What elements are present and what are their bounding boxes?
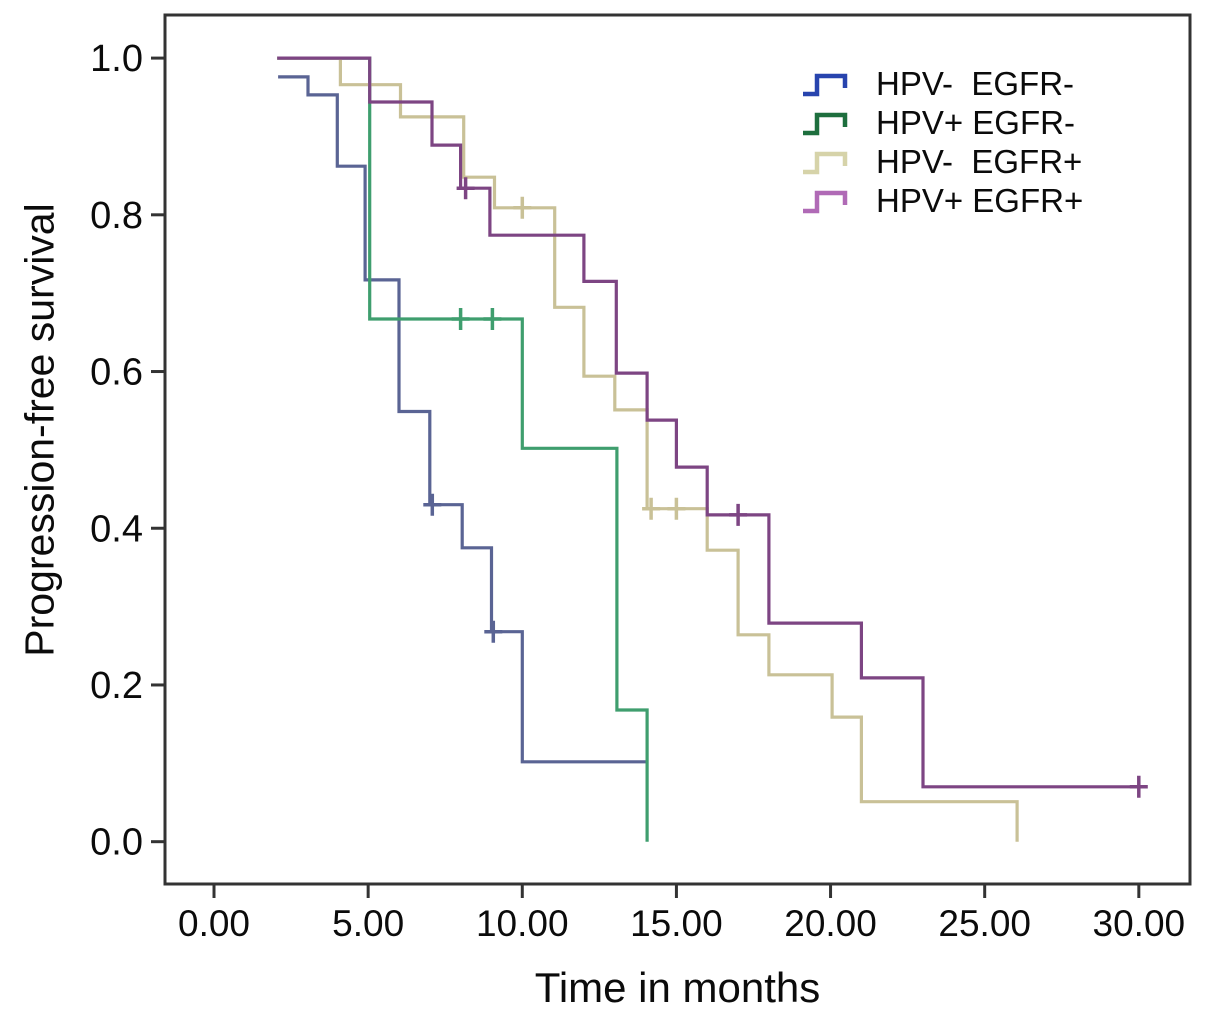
censor-mark-hpv-neg-egfr-neg — [423, 493, 442, 516]
censor-mark-hpv-neg-egfr-pos — [642, 497, 661, 520]
y-tick-label: 0.4 — [90, 508, 143, 550]
curve-hpv-pos-egfr-neg — [277, 56, 649, 842]
curve-hpv-pos-egfr-pos — [277, 56, 1145, 789]
y-tick-label: 0.2 — [90, 665, 143, 707]
legend-step-line-icon — [803, 151, 848, 174]
censor-mark-hpv-pos-egfr-pos — [1129, 775, 1148, 798]
censor-mark-hpv-neg-egfr-pos — [513, 196, 532, 219]
x-tick-label: 5.00 — [332, 903, 404, 944]
legend-step-line-icon — [803, 112, 848, 135]
legend-item-hpv-neg-egfr-pos: HPV- EGFR+ — [800, 142, 1083, 181]
y-tick-label: 1.0 — [90, 38, 143, 80]
x-tick-label: 15.00 — [630, 903, 723, 944]
legend-step-line-icon — [803, 73, 848, 96]
censor-mark-hpv-pos-egfr-pos — [456, 177, 475, 200]
curve-hpv-neg-egfr-pos — [277, 56, 1019, 842]
x-tick-label: 25.00 — [938, 903, 1031, 944]
legend: HPV- EGFR- HPV+ EGFR- HPV- EGFR+ HPV+ EG… — [800, 64, 1083, 220]
legend-label: HPV- EGFR- — [876, 64, 1075, 102]
x-tick-label: 10.00 — [476, 903, 569, 944]
y-tick-label: 0.8 — [90, 195, 143, 237]
censor-mark-hpv-neg-egfr-neg — [484, 620, 503, 643]
legend-label: HPV- EGFR+ — [876, 142, 1083, 180]
y-tick-label: 0.6 — [90, 352, 143, 394]
legend-item-hpv-neg-egfr-neg: HPV- EGFR- — [800, 64, 1083, 103]
legend-step-line-icon — [803, 190, 848, 213]
x-tick-label: 30.00 — [1093, 903, 1186, 944]
censor-mark-hpv-pos-egfr-neg — [451, 308, 470, 330]
legend-item-hpv-pos-egfr-pos: HPV+ EGFR+ — [800, 181, 1083, 220]
legend-label: HPV+ EGFR- — [876, 103, 1075, 141]
y-tick-label: 0.0 — [90, 822, 143, 864]
x-axis-title: Time in months — [534, 964, 821, 1011]
x-tick-label: 0.00 — [178, 903, 250, 944]
x-tick-label: 20.00 — [784, 903, 877, 944]
censor-mark-hpv-neg-egfr-pos — [667, 497, 686, 520]
censor-mark-hpv-pos-egfr-neg — [483, 308, 502, 330]
legend-label: HPV+ EGFR+ — [876, 181, 1084, 219]
censor-mark-hpv-pos-egfr-pos — [729, 503, 748, 526]
legend-item-hpv-pos-egfr-neg: HPV+ EGFR- — [800, 103, 1083, 142]
y-axis-title: Progression-free survival — [16, 203, 63, 657]
